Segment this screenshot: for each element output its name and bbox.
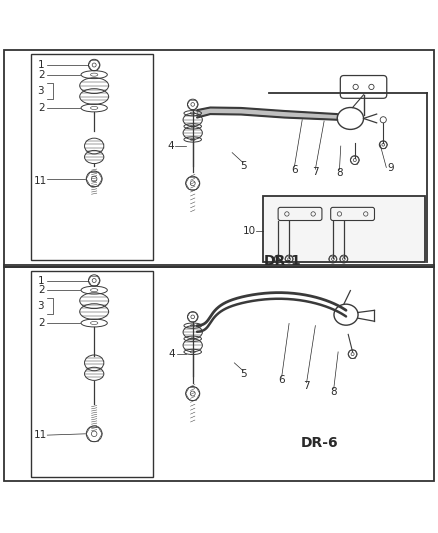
Text: 3: 3 — [37, 301, 44, 311]
Bar — [4, 50, 434, 266]
Text: 3: 3 — [37, 86, 44, 96]
Text: DR-1: DR-1 — [264, 254, 301, 268]
Text: 7: 7 — [312, 167, 319, 177]
Bar — [4, 266, 434, 481]
Bar — [263, 197, 425, 262]
Text: 2: 2 — [38, 70, 45, 79]
Text: 1: 1 — [38, 60, 45, 70]
Text: 2: 2 — [38, 318, 45, 328]
Bar — [31, 271, 153, 477]
Text: 1: 1 — [38, 276, 45, 286]
Text: 4: 4 — [167, 141, 174, 151]
Text: 4: 4 — [169, 349, 176, 359]
Text: 10: 10 — [243, 225, 256, 236]
Text: 6: 6 — [291, 165, 298, 175]
Text: 9: 9 — [387, 163, 394, 173]
Text: 11: 11 — [34, 176, 47, 186]
Text: 7: 7 — [303, 381, 310, 391]
Polygon shape — [197, 108, 337, 120]
Text: 11: 11 — [34, 430, 47, 440]
Text: 8: 8 — [330, 387, 337, 397]
Text: 2: 2 — [38, 285, 45, 295]
Text: 2: 2 — [38, 103, 45, 113]
Text: 5: 5 — [240, 369, 247, 379]
Text: 5: 5 — [240, 161, 247, 171]
Bar — [31, 54, 153, 260]
Text: 8: 8 — [336, 168, 343, 178]
Text: 6: 6 — [278, 375, 285, 385]
Text: DR-6: DR-6 — [301, 435, 339, 449]
